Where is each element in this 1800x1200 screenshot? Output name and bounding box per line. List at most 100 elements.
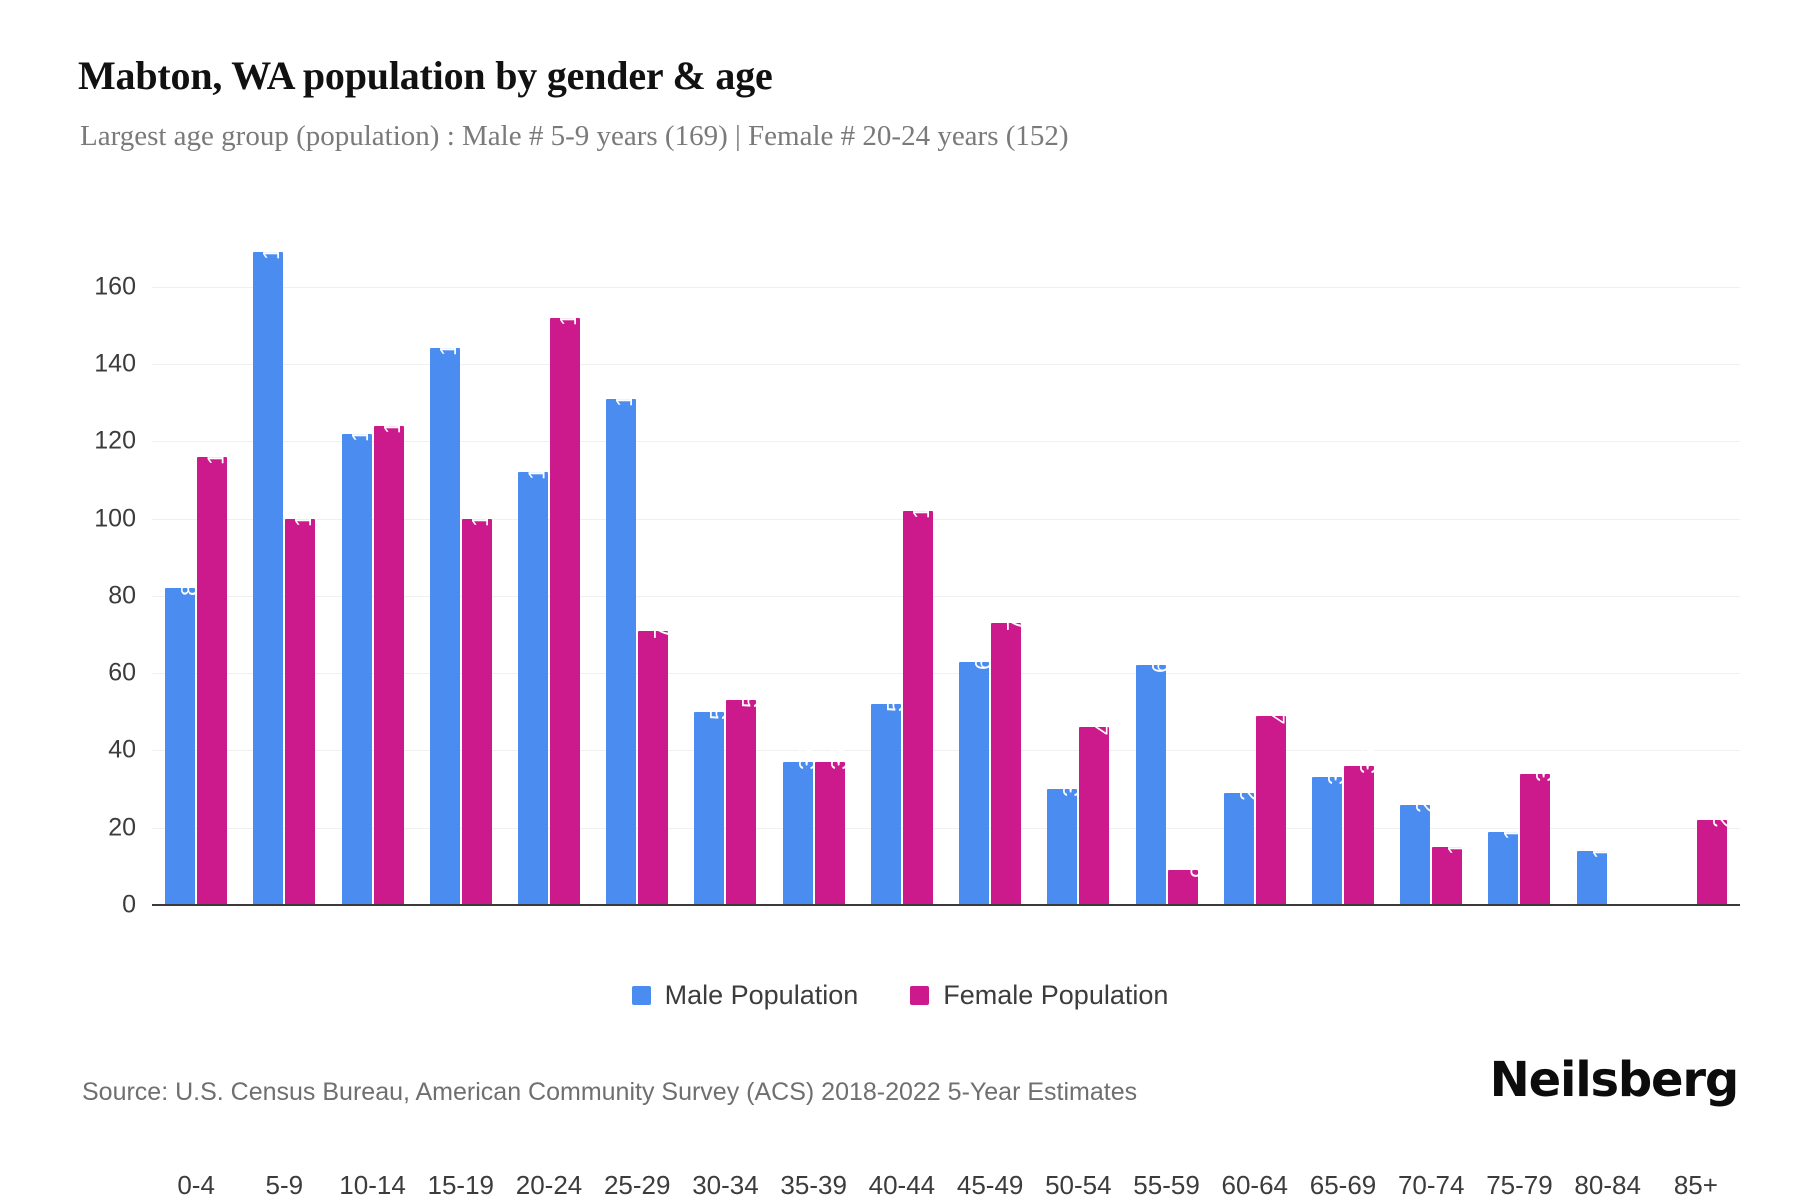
x-axis-tick-label: 45-49 xyxy=(956,1170,1024,1200)
bar-value-label: 131 xyxy=(611,368,638,407)
bar-male[interactable]: 29 xyxy=(1223,775,1261,905)
bar-group: 50 53 xyxy=(681,248,769,905)
bar-male[interactable]: 131 xyxy=(606,368,637,905)
bar-female[interactable]: 36 xyxy=(1343,748,1381,905)
bar-value-label: 71 xyxy=(649,613,676,639)
legend-item[interactable]: Female Population xyxy=(910,980,1168,1011)
gridline xyxy=(152,518,1740,520)
bar-female[interactable]: 116 xyxy=(197,428,229,905)
bar-male[interactable]: 14 xyxy=(1576,833,1614,905)
bar-value-label: 26 xyxy=(1411,786,1438,813)
bar-male[interactable]: 52 xyxy=(870,686,908,905)
bar-female[interactable]: 53 xyxy=(726,683,764,905)
bar-value-label: 100 xyxy=(466,488,493,527)
gridline xyxy=(152,673,1740,675)
bar-group: 82 116 xyxy=(152,248,240,905)
bar-male[interactable]: 30 xyxy=(1047,771,1085,905)
bar-female[interactable]: 37 xyxy=(814,744,852,905)
bar-male[interactable]: 33 xyxy=(1311,760,1349,905)
x-axis-line xyxy=(152,904,1740,906)
x-axis-tick-label: 50-54 xyxy=(1045,1170,1112,1200)
y-axis-tick-label: 0 xyxy=(122,890,136,919)
bar-female[interactable]: 46 xyxy=(1079,710,1117,905)
bar-value-label: 122 xyxy=(346,403,373,442)
bar-group: 169 100 xyxy=(240,222,328,905)
x-axis-tick-label: 65-69 xyxy=(1309,1170,1377,1200)
gridline xyxy=(152,750,1740,752)
bar-female[interactable]: 22 xyxy=(1696,802,1734,905)
bar-female[interactable]: 34 xyxy=(1520,756,1558,905)
legend-label: Female Population xyxy=(943,980,1169,1010)
bar-group: 29 49 xyxy=(1211,248,1299,905)
legend-label: Male Population xyxy=(664,980,859,1010)
x-axis-tick-label: 20-24 xyxy=(515,1170,583,1200)
bar-group: 37 37 xyxy=(770,248,858,905)
bar-group: 131 71 xyxy=(593,248,681,905)
y-axis-tick-label: 80 xyxy=(108,581,136,610)
bar-group: 19 34 xyxy=(1475,248,1563,905)
bar-male[interactable]: 26 xyxy=(1400,787,1437,905)
x-axis-tick-label: 55-59 xyxy=(1133,1170,1200,1200)
bar-value-label: 37 xyxy=(825,744,852,771)
y-axis-tick-label: 140 xyxy=(94,349,136,378)
bar-male[interactable]: 112 xyxy=(517,443,550,905)
bar-male[interactable]: 19 xyxy=(1488,814,1526,905)
legend-item[interactable]: Male Population xyxy=(631,980,859,1011)
x-axis-tick-label: 15-19 xyxy=(427,1170,495,1200)
gridline xyxy=(152,441,1740,443)
bar-group: 63 73 xyxy=(946,248,1034,905)
bar-value-label: 152 xyxy=(554,287,581,326)
bar-male[interactable]: 37 xyxy=(782,744,820,905)
bar-value-label: 9 xyxy=(1185,865,1212,879)
x-axis-tick-label: 10-14 xyxy=(339,1170,406,1200)
chart-subtitle: Largest age group (population) : Male # … xyxy=(80,120,1069,152)
y-axis-tick-label: 160 xyxy=(94,272,136,301)
bar-female[interactable]: 100 xyxy=(285,488,316,905)
bar-value-label: 73 xyxy=(1002,605,1029,631)
bar-male[interactable]: 82 xyxy=(165,571,202,905)
gridline xyxy=(152,827,1740,829)
bar-group: 144 100 xyxy=(417,248,505,905)
bar-female[interactable]: 9 xyxy=(1167,865,1211,905)
bar-group: 26 15 xyxy=(1387,248,1475,905)
gridline xyxy=(152,595,1740,597)
bar-value-label: 62 xyxy=(1146,647,1173,674)
bar-value-label: 14 xyxy=(1587,833,1614,859)
bar-male[interactable]: 144 xyxy=(429,318,461,905)
bar-male[interactable]: 169 xyxy=(253,222,284,905)
y-axis-tick-label: 100 xyxy=(94,504,136,533)
bar-female[interactable]: 102 xyxy=(902,480,934,905)
x-axis-tick-label: 25-29 xyxy=(603,1170,671,1200)
bar-value-label: 169 xyxy=(258,221,285,260)
legend-swatch-icon xyxy=(910,986,930,1005)
bar-group: 52 102 xyxy=(858,248,946,905)
bar-female[interactable]: 152 xyxy=(549,287,581,905)
chart-legend: Male Population Female Population xyxy=(0,980,1800,1011)
bar-group: 33 36 xyxy=(1299,248,1387,905)
bar-value-label: 49 xyxy=(1266,698,1293,724)
bar-male[interactable]: 63 xyxy=(959,644,996,905)
bar-female[interactable]: 49 xyxy=(1255,698,1293,905)
bar-female[interactable]: 124 xyxy=(373,395,404,905)
brand-logo: Neilsberg xyxy=(1489,1052,1740,1108)
x-axis-tick-label: 60-64 xyxy=(1221,1170,1289,1200)
bar-male[interactable]: 62 xyxy=(1135,648,1173,905)
bar-female[interactable]: 15 xyxy=(1432,829,1469,905)
bar-value-label: 112 xyxy=(523,443,550,481)
bar-female[interactable]: 73 xyxy=(991,605,1028,905)
bar-male[interactable]: 122 xyxy=(341,403,372,905)
bar-group: 62 9 xyxy=(1122,248,1211,905)
bar-female[interactable]: 100 xyxy=(461,488,493,905)
bar-value-label: 116 xyxy=(202,428,229,465)
bar-male[interactable]: 50 xyxy=(694,694,732,905)
legend-swatch-icon xyxy=(631,986,651,1005)
y-axis-tick-label: 40 xyxy=(108,735,136,764)
bar-value-label: 100 xyxy=(290,488,317,527)
x-axis-tick-label: 35-39 xyxy=(780,1170,847,1200)
x-axis-tick-label: 40-44 xyxy=(868,1170,936,1200)
y-axis-tick-label: 20 xyxy=(108,813,136,842)
bar-female[interactable]: 71 xyxy=(638,613,675,905)
bar-value-label: 36 xyxy=(1355,748,1382,774)
x-axis-tick-label: 80-84 xyxy=(1574,1170,1641,1200)
